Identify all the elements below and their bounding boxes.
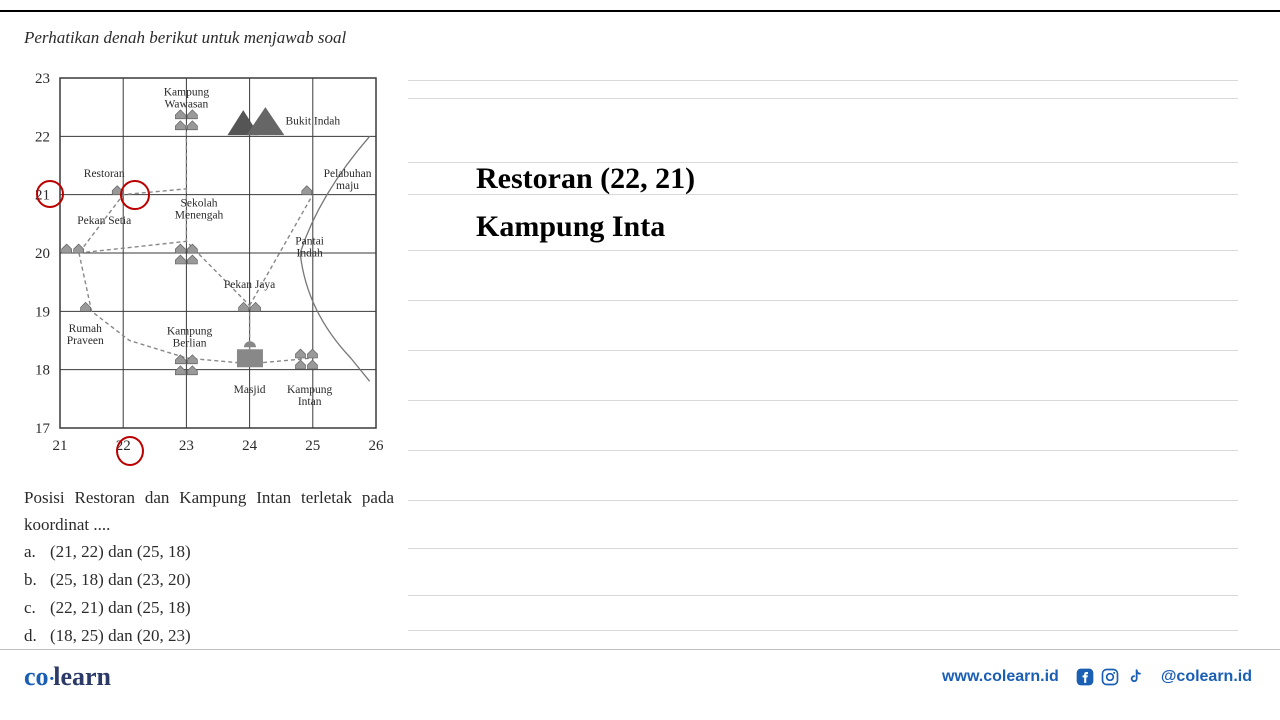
svg-text:Rumah: Rumah — [69, 323, 102, 335]
svg-text:Sekolah: Sekolah — [181, 197, 218, 209]
handwritten-line-2: Kampung Inta — [476, 210, 665, 244]
svg-text:Wawasan: Wawasan — [165, 99, 209, 111]
svg-text:22: 22 — [35, 129, 50, 145]
red-circle-mark — [120, 180, 150, 210]
footer-handle[interactable]: @colearn.id — [1161, 668, 1252, 686]
option-letter: b. — [24, 566, 50, 594]
svg-text:Intan: Intan — [298, 396, 322, 408]
svg-text:Pekan Setia: Pekan Setia — [77, 215, 131, 227]
tiktok-icon[interactable] — [1125, 667, 1145, 687]
notes-area: Restoran (22, 21) Kampung Inta — [408, 70, 1238, 650]
footer: co·learn www.colearn.id @colearn.id — [0, 649, 1280, 692]
red-circle-mark — [36, 180, 64, 208]
svg-text:Kampung: Kampung — [164, 87, 210, 99]
svg-text:Kampung: Kampung — [287, 384, 333, 396]
colearn-logo: co·learn — [24, 662, 111, 692]
facebook-icon[interactable] — [1075, 667, 1095, 687]
option-text: (25, 18) dan (23, 20) — [50, 566, 191, 594]
option-b: b. (25, 18) dan (23, 20) — [24, 566, 191, 594]
svg-text:26: 26 — [369, 438, 385, 454]
option-d: d. (18, 25) dan (20, 23) — [24, 622, 191, 650]
instruction-text: Perhatikan denah berikut untuk menjawab … — [24, 28, 346, 48]
svg-text:Kampung: Kampung — [167, 326, 213, 338]
svg-text:24: 24 — [242, 438, 258, 454]
svg-text:25: 25 — [305, 438, 320, 454]
svg-text:23: 23 — [35, 71, 50, 87]
svg-text:23: 23 — [179, 438, 194, 454]
svg-text:Berlian: Berlian — [173, 338, 207, 350]
svg-text:20: 20 — [35, 246, 50, 262]
svg-text:19: 19 — [35, 304, 50, 320]
svg-text:17: 17 — [35, 421, 51, 437]
svg-text:maju: maju — [336, 180, 359, 192]
svg-text:Indah: Indah — [297, 247, 323, 259]
svg-text:18: 18 — [35, 363, 50, 379]
svg-text:Masjid: Masjid — [234, 384, 266, 396]
option-letter: c. — [24, 594, 50, 622]
svg-text:21: 21 — [53, 438, 68, 454]
option-letter: d. — [24, 622, 50, 650]
option-c: c. (22, 21) dan (25, 18) — [24, 594, 191, 622]
handwritten-line-1: Restoran (22, 21) — [476, 162, 695, 196]
instagram-icon[interactable] — [1100, 667, 1120, 687]
option-text: (21, 22) dan (25, 18) — [50, 538, 191, 566]
question-text: Posisi Restoran dan Kampung Intan terlet… — [24, 484, 394, 538]
logo-learn: learn — [53, 662, 111, 691]
svg-text:Menengah: Menengah — [175, 209, 224, 221]
footer-right: www.colearn.id @colearn.id — [942, 667, 1252, 687]
svg-text:Pelabuhan: Pelabuhan — [324, 168, 372, 180]
option-letter: a. — [24, 538, 50, 566]
option-text: (18, 25) dan (20, 23) — [50, 622, 191, 650]
svg-text:Pantai: Pantai — [295, 235, 324, 247]
social-icons — [1075, 667, 1145, 687]
coordinate-map: 23222120191817212223242526KampungWawasan… — [24, 70, 384, 460]
option-a: a. (21, 22) dan (25, 18) — [24, 538, 191, 566]
svg-text:Restoran: Restoran — [84, 168, 125, 180]
option-text: (22, 21) dan (25, 18) — [50, 594, 191, 622]
answer-options: a. (21, 22) dan (25, 18) b. (25, 18) dan… — [24, 538, 191, 650]
svg-text:Pekan Jaya: Pekan Jaya — [224, 279, 275, 291]
logo-co: co — [24, 662, 49, 691]
svg-text:Bukit Indah: Bukit Indah — [285, 116, 340, 128]
footer-url[interactable]: www.colearn.id — [942, 668, 1059, 686]
svg-text:Praveen: Praveen — [67, 335, 104, 347]
red-circle-mark — [116, 436, 144, 466]
